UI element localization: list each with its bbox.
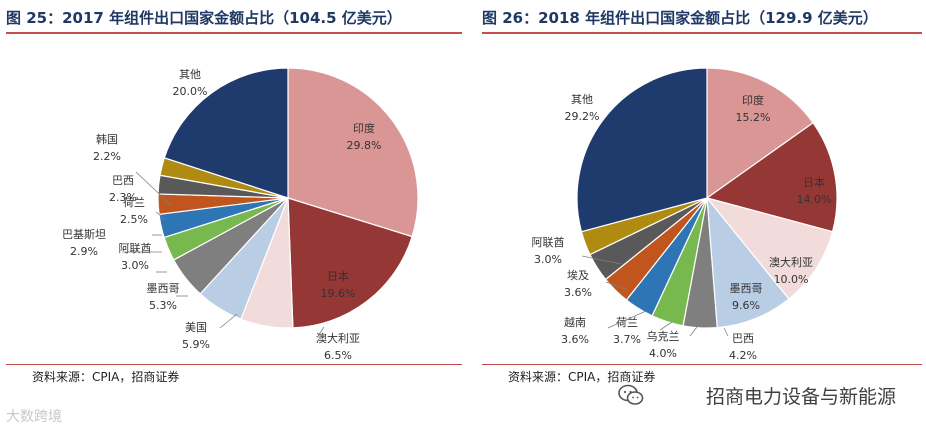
leader-line: [581, 255, 622, 265]
leader-line: [219, 313, 238, 329]
slice-value-label: 2.2%: [93, 150, 121, 163]
slice-label: 美国: [185, 321, 207, 334]
leader-line: [317, 326, 325, 337]
slice-label: 印度: [742, 93, 764, 107]
slice-label: 巴西: [112, 174, 134, 187]
slice-label: 墨西哥: [147, 282, 180, 295]
leader-line: [135, 171, 173, 207]
slice-label: 韩国: [96, 132, 118, 146]
watermark: 大数跨境: [6, 409, 62, 425]
source-divider: [482, 364, 922, 365]
slice-value-label: 3.7%: [613, 333, 641, 346]
slice-value-label: 20.0%: [173, 85, 208, 98]
source-note: 资料来源：CPIA，招商证券: [508, 370, 656, 384]
slice-value-label: 3.6%: [561, 333, 589, 346]
pie-slice: [705, 121, 838, 233]
slice-value-label: 3.0%: [534, 253, 562, 266]
slice-value-label: 5.9%: [182, 338, 210, 351]
slice-value-label: 2.5%: [120, 213, 148, 226]
leader-line: [155, 211, 167, 221]
pie-slice: [576, 67, 708, 233]
chart-title: 图 25：2017 年组件出口国家金额占比（104.5 亿美元）: [6, 9, 402, 27]
wechat-icon: [618, 384, 644, 405]
slice-value-label: 6.5%: [324, 349, 352, 362]
slice-label: 阿联酋: [532, 235, 565, 249]
title-divider: [6, 32, 462, 34]
pie-chart-2018: 印度 15.2% 日本 14.0% 澳大利亚 10.0% 墨西哥 9.6% 巴西 4.2% 乌克兰 4…: [532, 67, 838, 362]
slice-label: 埃及: [567, 268, 589, 282]
slice-value-label: 2.3%: [109, 191, 137, 204]
brand-name: 招商电力设备与新能源: [705, 386, 896, 408]
pie-slice: [706, 196, 790, 329]
slice-label: 其他: [571, 93, 593, 106]
leader-line: [605, 281, 629, 291]
slice-label: 澳大利亚: [769, 255, 813, 269]
leader-line: [723, 327, 729, 337]
leader-line: [689, 326, 698, 337]
slice-label: 巴西: [732, 332, 754, 345]
slice-label: 其他: [179, 68, 201, 81]
slice-value-label: 3.6%: [564, 286, 592, 299]
chart-panel-2017: 图 25：2017 年组件出口国家金额占比（104.5 亿美元） 印度 29.8%…: [6, 0, 462, 390]
leader-line: [659, 321, 673, 331]
slice-value-label: 9.6%: [732, 299, 760, 312]
slice-value-label: 29.8%: [347, 139, 382, 152]
source-note: 资料来源：CPIA，招商证券: [32, 370, 180, 384]
slice-label: 越南: [564, 315, 586, 329]
slice-value-label: 14.0%: [797, 193, 832, 206]
slice-value-label: 5.3%: [149, 299, 177, 312]
slice-value-label: 19.6%: [321, 287, 356, 300]
slice-label: 阿联酋: [119, 241, 152, 255]
slice-label: 巴基斯坦: [62, 227, 106, 241]
slice-label: 日本: [803, 175, 825, 189]
slice-value-label: 4.0%: [649, 347, 677, 360]
leader-line: [607, 310, 647, 329]
slice-value-label: 10.0%: [774, 273, 809, 286]
source-divider: [6, 364, 462, 365]
slice-value-label: 15.2%: [736, 111, 771, 124]
pie-slice: [163, 67, 289, 199]
slice-value-label: 4.2%: [729, 349, 757, 362]
slice-value-label: 2.9%: [70, 245, 98, 258]
pie-slice: [706, 67, 814, 200]
slice-label: 墨西哥: [730, 282, 763, 295]
pie-chart-2017: 印度 29.8% 日本 19.6% 澳大利亚 6.5% 美国 5.9% 墨西哥 5.3% 阿联酋 3.…: [62, 67, 419, 362]
slice-label: 荷兰: [616, 316, 638, 329]
chart-title: 图 26：2018 年组件出口国家金额占比（129.9 亿美元）: [482, 9, 878, 27]
title-divider: [482, 32, 922, 34]
slice-value-label: 3.0%: [121, 259, 149, 272]
pie-slice: [705, 196, 834, 300]
slice-label: 日本: [327, 269, 349, 283]
slice-label: 印度: [353, 121, 375, 135]
slice-label: 澳大利亚: [316, 331, 360, 345]
pie-slice: [287, 197, 413, 329]
chart-panel-2018: 图 26：2018 年组件出口国家金额占比（129.9 亿美元） 印度 15.2%…: [482, 0, 922, 390]
slice-value-label: 29.2%: [565, 110, 600, 123]
slice-label: 乌克兰: [647, 329, 680, 343]
pie-slice: [287, 67, 419, 238]
slice-label: 荷兰: [123, 196, 145, 209]
